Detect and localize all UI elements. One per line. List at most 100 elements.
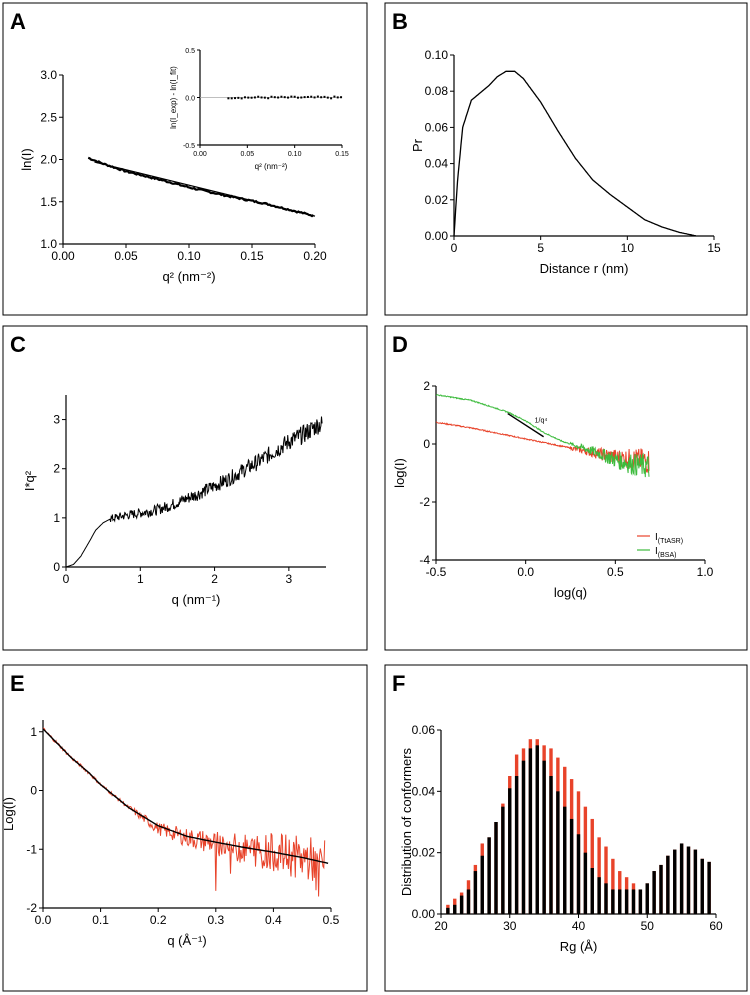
inset-point xyxy=(306,95,309,98)
inset-point xyxy=(234,97,237,100)
y-tick-label: 2.5 xyxy=(40,110,57,124)
bar-pool xyxy=(542,760,546,914)
y-tick-label: 1 xyxy=(53,511,60,525)
series-pr xyxy=(453,70,696,237)
y-tick-label: 0 xyxy=(423,437,430,451)
bar-pool xyxy=(659,864,663,914)
bar-pool xyxy=(549,776,553,914)
bar-pool xyxy=(666,855,670,914)
inset-y-tick-label: 0.5 xyxy=(185,48,195,55)
y-tick-label: 2 xyxy=(423,379,430,393)
inset-point xyxy=(303,96,306,99)
series-bsa xyxy=(435,394,650,478)
slope-line xyxy=(507,412,544,438)
x-axis-label: q (Å⁻¹) xyxy=(167,933,206,948)
bar-pool xyxy=(673,849,677,914)
inset-point xyxy=(333,95,336,98)
y-axis-label: ln(I) xyxy=(19,148,34,170)
inset-x-tick-label: 0.05 xyxy=(241,151,255,158)
x-axis-label: q (nm⁻¹) xyxy=(172,592,221,607)
panel-E: E 0.0 0.1 0.2 0.3 0.4 0.5 -2 -1 0 1 q (Å⁻¹) Log(I) xyxy=(1,664,368,992)
panel-letter: E xyxy=(10,671,25,696)
x-tick-label: 5 xyxy=(537,241,544,255)
bar-pool xyxy=(583,852,588,914)
slope-annotation: 1/q⁴ xyxy=(535,417,548,424)
inset-point xyxy=(326,96,329,99)
bar-pool xyxy=(707,861,711,914)
panel-letter: F xyxy=(392,671,405,696)
bar-pool xyxy=(576,834,581,914)
legend-main: I xyxy=(655,532,658,543)
bar-pool xyxy=(508,788,512,914)
legend-label: I(BSA) xyxy=(655,546,676,559)
bar-pool xyxy=(446,907,450,914)
y-axis-label: I*q² xyxy=(22,470,37,491)
bar-pool xyxy=(693,849,698,914)
x-tick-label: 0.2 xyxy=(150,913,167,927)
x-tick-label: 0.0 xyxy=(35,913,52,927)
panel-B: B 0 5 10 15 0.00 0.02 0.04 0.06 0.08 0.10 Distance … xyxy=(384,2,748,316)
x-tick-label: 40 xyxy=(572,919,586,933)
inset-point xyxy=(310,95,313,98)
x-tick-label: 1.0 xyxy=(697,565,714,579)
inset-y-label: ln(I_exp) - ln(I_fit) xyxy=(169,66,178,129)
y-tick-label: 1.5 xyxy=(40,195,57,209)
x-tick-label: 0.00 xyxy=(51,249,75,263)
series-kratky xyxy=(65,416,323,568)
x-tick-label: 0.5 xyxy=(323,913,340,927)
x-tick-label: 60 xyxy=(709,919,723,933)
bar-pool xyxy=(679,843,684,914)
bar-pool xyxy=(521,760,526,914)
inset-point xyxy=(313,96,316,99)
panel-C: C 0 1 2 3 0 1 2 3 q (nm⁻¹) I*q² xyxy=(2,325,368,651)
inset-y-tick-label: -0.5 xyxy=(183,143,195,150)
panel-letter: C xyxy=(10,332,26,357)
panel-frame xyxy=(384,325,748,651)
bar-selected xyxy=(590,818,594,914)
bar-pool xyxy=(686,846,691,914)
y-tick-label: 3.0 xyxy=(40,68,57,82)
panel-letter: D xyxy=(392,332,408,357)
y-tick-label: -2 xyxy=(419,495,430,509)
bar-pool xyxy=(624,889,629,914)
panel-frame xyxy=(2,664,368,992)
bar-pool xyxy=(618,889,622,914)
legend-label: I(TtASR) xyxy=(655,532,683,545)
inset-point xyxy=(340,96,343,99)
inset-x-tick-label: 0.00 xyxy=(193,151,207,158)
bar-pool xyxy=(611,889,615,914)
bar-pool xyxy=(631,889,636,914)
x-tick-label: 1 xyxy=(137,572,144,586)
inset-point xyxy=(260,96,263,99)
panel-frame xyxy=(384,2,748,316)
y-tick-label: 0.08 xyxy=(425,84,449,98)
x-tick-label: 0.5 xyxy=(607,565,624,579)
x-tick-label: 3 xyxy=(286,572,293,586)
y-tick-label: 2 xyxy=(53,462,60,476)
y-tick-label: 0 xyxy=(53,560,60,574)
inset-point xyxy=(230,97,233,100)
legend-main: I xyxy=(655,546,658,557)
inset-point xyxy=(336,96,339,99)
inset-point xyxy=(257,95,260,98)
y-tick-label: 0.10 xyxy=(425,48,449,62)
y-tick-label: -4 xyxy=(419,553,430,567)
inset-point xyxy=(250,96,253,99)
inset-point xyxy=(296,96,299,99)
inset-point xyxy=(287,96,290,99)
y-tick-label: 2.0 xyxy=(40,153,57,167)
inset-x-tick-label: 0.10 xyxy=(288,151,302,158)
bar-pool xyxy=(535,745,539,914)
inset-point xyxy=(283,96,286,99)
x-tick-label: 15 xyxy=(707,241,721,255)
bar-pool xyxy=(473,871,478,914)
y-tick-label: 0.04 xyxy=(412,784,436,798)
inset-point xyxy=(270,95,273,98)
x-tick-label: 20 xyxy=(434,919,448,933)
x-tick-label: -0.5 xyxy=(426,565,447,579)
inset-point xyxy=(243,96,246,99)
x-tick-label: 30 xyxy=(503,919,517,933)
bar-pool xyxy=(590,868,594,914)
panel-letter: B xyxy=(392,9,408,34)
